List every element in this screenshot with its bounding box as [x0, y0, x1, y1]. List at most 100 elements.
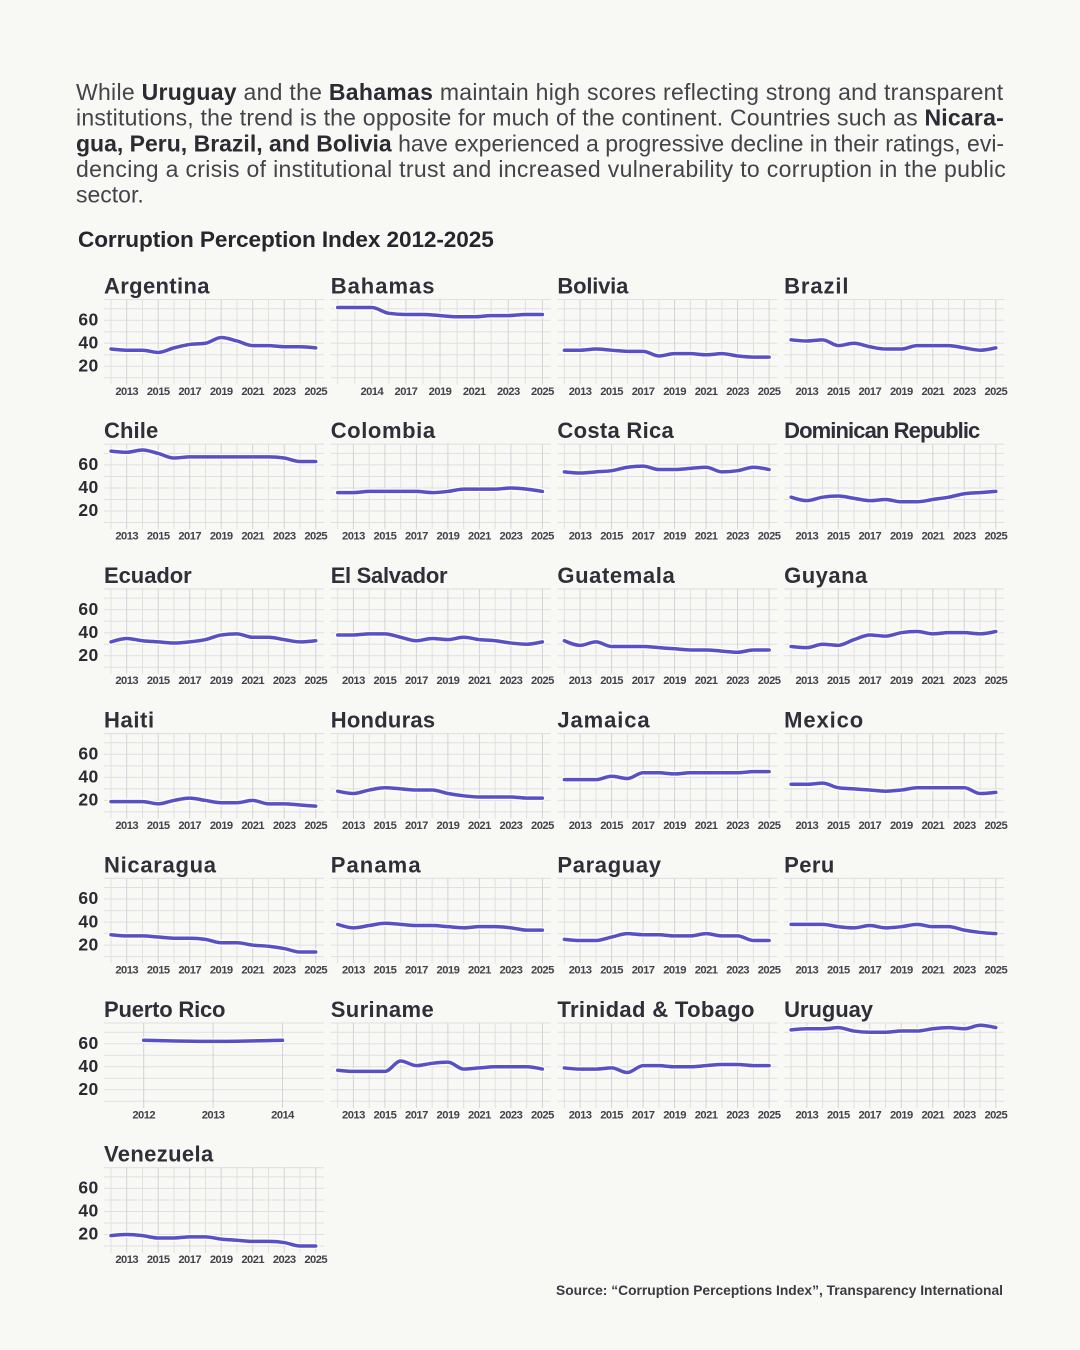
- svg-text:dencing a crisis of institutio: dencing a crisis of institutional trust …: [76, 156, 1006, 182]
- svg-text:2021: 2021: [468, 1109, 491, 1121]
- svg-text:2015: 2015: [374, 531, 397, 543]
- svg-text:2015: 2015: [827, 1109, 850, 1121]
- svg-text:60: 60: [78, 454, 98, 474]
- svg-text:2012: 2012: [132, 1109, 155, 1121]
- svg-text:2015: 2015: [374, 1109, 397, 1121]
- svg-text:2023: 2023: [953, 675, 976, 687]
- svg-text:2023: 2023: [953, 1109, 976, 1121]
- svg-text:2015: 2015: [147, 965, 170, 977]
- svg-text:2019: 2019: [663, 531, 686, 543]
- svg-text:Jamaica: Jamaica: [557, 708, 650, 733]
- svg-text:2023: 2023: [953, 965, 976, 977]
- svg-text:20: 20: [78, 934, 98, 954]
- svg-text:2017: 2017: [632, 675, 655, 687]
- svg-text:2021: 2021: [468, 820, 491, 832]
- svg-text:Ecuador: Ecuador: [104, 563, 192, 588]
- svg-text:2023: 2023: [953, 820, 976, 832]
- svg-text:2025: 2025: [531, 386, 554, 398]
- svg-text:2025: 2025: [758, 965, 781, 977]
- svg-text:40: 40: [78, 911, 98, 931]
- svg-text:20: 20: [78, 790, 98, 810]
- svg-text:60: 60: [78, 599, 98, 619]
- svg-text:2013: 2013: [342, 675, 365, 687]
- svg-text:2021: 2021: [468, 531, 491, 543]
- svg-text:2019: 2019: [890, 531, 913, 543]
- svg-text:2021: 2021: [921, 1109, 944, 1121]
- svg-text:2023: 2023: [726, 531, 749, 543]
- svg-text:Trinidad & Tobago: Trinidad & Tobago: [557, 997, 754, 1022]
- svg-text:40: 40: [78, 477, 98, 497]
- svg-text:2021: 2021: [695, 675, 718, 687]
- svg-text:2025: 2025: [531, 675, 554, 687]
- svg-text:2013: 2013: [342, 820, 365, 832]
- svg-text:2013: 2013: [569, 675, 592, 687]
- svg-text:2019: 2019: [210, 965, 233, 977]
- svg-text:2017: 2017: [178, 820, 201, 832]
- svg-text:2017: 2017: [405, 531, 428, 543]
- svg-text:Uruguay: Uruguay: [784, 997, 874, 1022]
- svg-text:2017: 2017: [632, 820, 655, 832]
- svg-text:2021: 2021: [241, 965, 264, 977]
- svg-text:2015: 2015: [600, 965, 623, 977]
- svg-text:Mexico: Mexico: [784, 708, 864, 733]
- svg-text:2023: 2023: [500, 1109, 523, 1121]
- svg-text:2023: 2023: [953, 386, 976, 398]
- svg-text:2023: 2023: [500, 820, 523, 832]
- svg-text:2019: 2019: [890, 675, 913, 687]
- svg-text:2017: 2017: [405, 1109, 428, 1121]
- svg-text:sector.: sector.: [76, 182, 144, 208]
- svg-text:2017: 2017: [178, 965, 201, 977]
- svg-text:2019: 2019: [663, 386, 686, 398]
- svg-text:2013: 2013: [115, 820, 138, 832]
- svg-text:2013: 2013: [202, 1109, 225, 1121]
- svg-text:gua, Peru, Brazil, and Bolivia: gua, Peru, Brazil, and Bolivia have expe…: [76, 130, 1004, 156]
- svg-text:2021: 2021: [695, 531, 718, 543]
- svg-text:2017: 2017: [405, 820, 428, 832]
- svg-text:2025: 2025: [758, 675, 781, 687]
- svg-text:2013: 2013: [569, 1109, 592, 1121]
- svg-text:2023: 2023: [500, 531, 523, 543]
- svg-text:2019: 2019: [437, 965, 460, 977]
- svg-text:2013: 2013: [569, 531, 592, 543]
- svg-text:2015: 2015: [374, 675, 397, 687]
- svg-text:Colombia: Colombia: [331, 418, 436, 443]
- svg-text:20: 20: [78, 356, 98, 376]
- svg-text:2013: 2013: [342, 1109, 365, 1121]
- svg-text:2021: 2021: [921, 531, 944, 543]
- svg-text:2017: 2017: [178, 1254, 201, 1266]
- svg-text:2015: 2015: [147, 531, 170, 543]
- svg-text:2025: 2025: [984, 675, 1007, 687]
- svg-text:Guyana: Guyana: [784, 563, 868, 588]
- svg-text:2021: 2021: [921, 675, 944, 687]
- svg-text:2015: 2015: [827, 531, 850, 543]
- svg-text:2015: 2015: [600, 820, 623, 832]
- svg-text:2017: 2017: [632, 531, 655, 543]
- svg-text:2019: 2019: [663, 965, 686, 977]
- svg-text:2013: 2013: [795, 531, 818, 543]
- svg-text:2013: 2013: [342, 531, 365, 543]
- svg-text:60: 60: [78, 744, 98, 764]
- svg-text:2013: 2013: [569, 386, 592, 398]
- svg-text:2015: 2015: [827, 965, 850, 977]
- svg-text:2015: 2015: [600, 1109, 623, 1121]
- svg-text:2017: 2017: [178, 386, 201, 398]
- svg-text:20: 20: [78, 645, 98, 665]
- svg-text:40: 40: [78, 333, 98, 353]
- svg-text:2013: 2013: [795, 1109, 818, 1121]
- svg-text:2017: 2017: [405, 965, 428, 977]
- svg-text:Peru: Peru: [784, 852, 835, 877]
- svg-text:2017: 2017: [858, 820, 881, 832]
- svg-text:2023: 2023: [726, 1109, 749, 1121]
- svg-text:Corruption Perception Index 20: Corruption Perception Index 2012-2025: [78, 227, 494, 252]
- svg-text:While Uruguay and the Bahamas: While Uruguay and the Bahamas maintain h…: [76, 79, 1004, 105]
- svg-text:2017: 2017: [178, 675, 201, 687]
- svg-text:Bolivia: Bolivia: [557, 274, 629, 299]
- svg-text:2017: 2017: [632, 965, 655, 977]
- svg-text:2025: 2025: [531, 1109, 554, 1121]
- svg-text:2017: 2017: [858, 531, 881, 543]
- svg-text:2019: 2019: [437, 531, 460, 543]
- svg-text:2023: 2023: [726, 965, 749, 977]
- svg-text:2023: 2023: [273, 386, 296, 398]
- svg-text:Dominican Republic: Dominican Republic: [784, 418, 980, 443]
- svg-text:2015: 2015: [147, 1254, 170, 1266]
